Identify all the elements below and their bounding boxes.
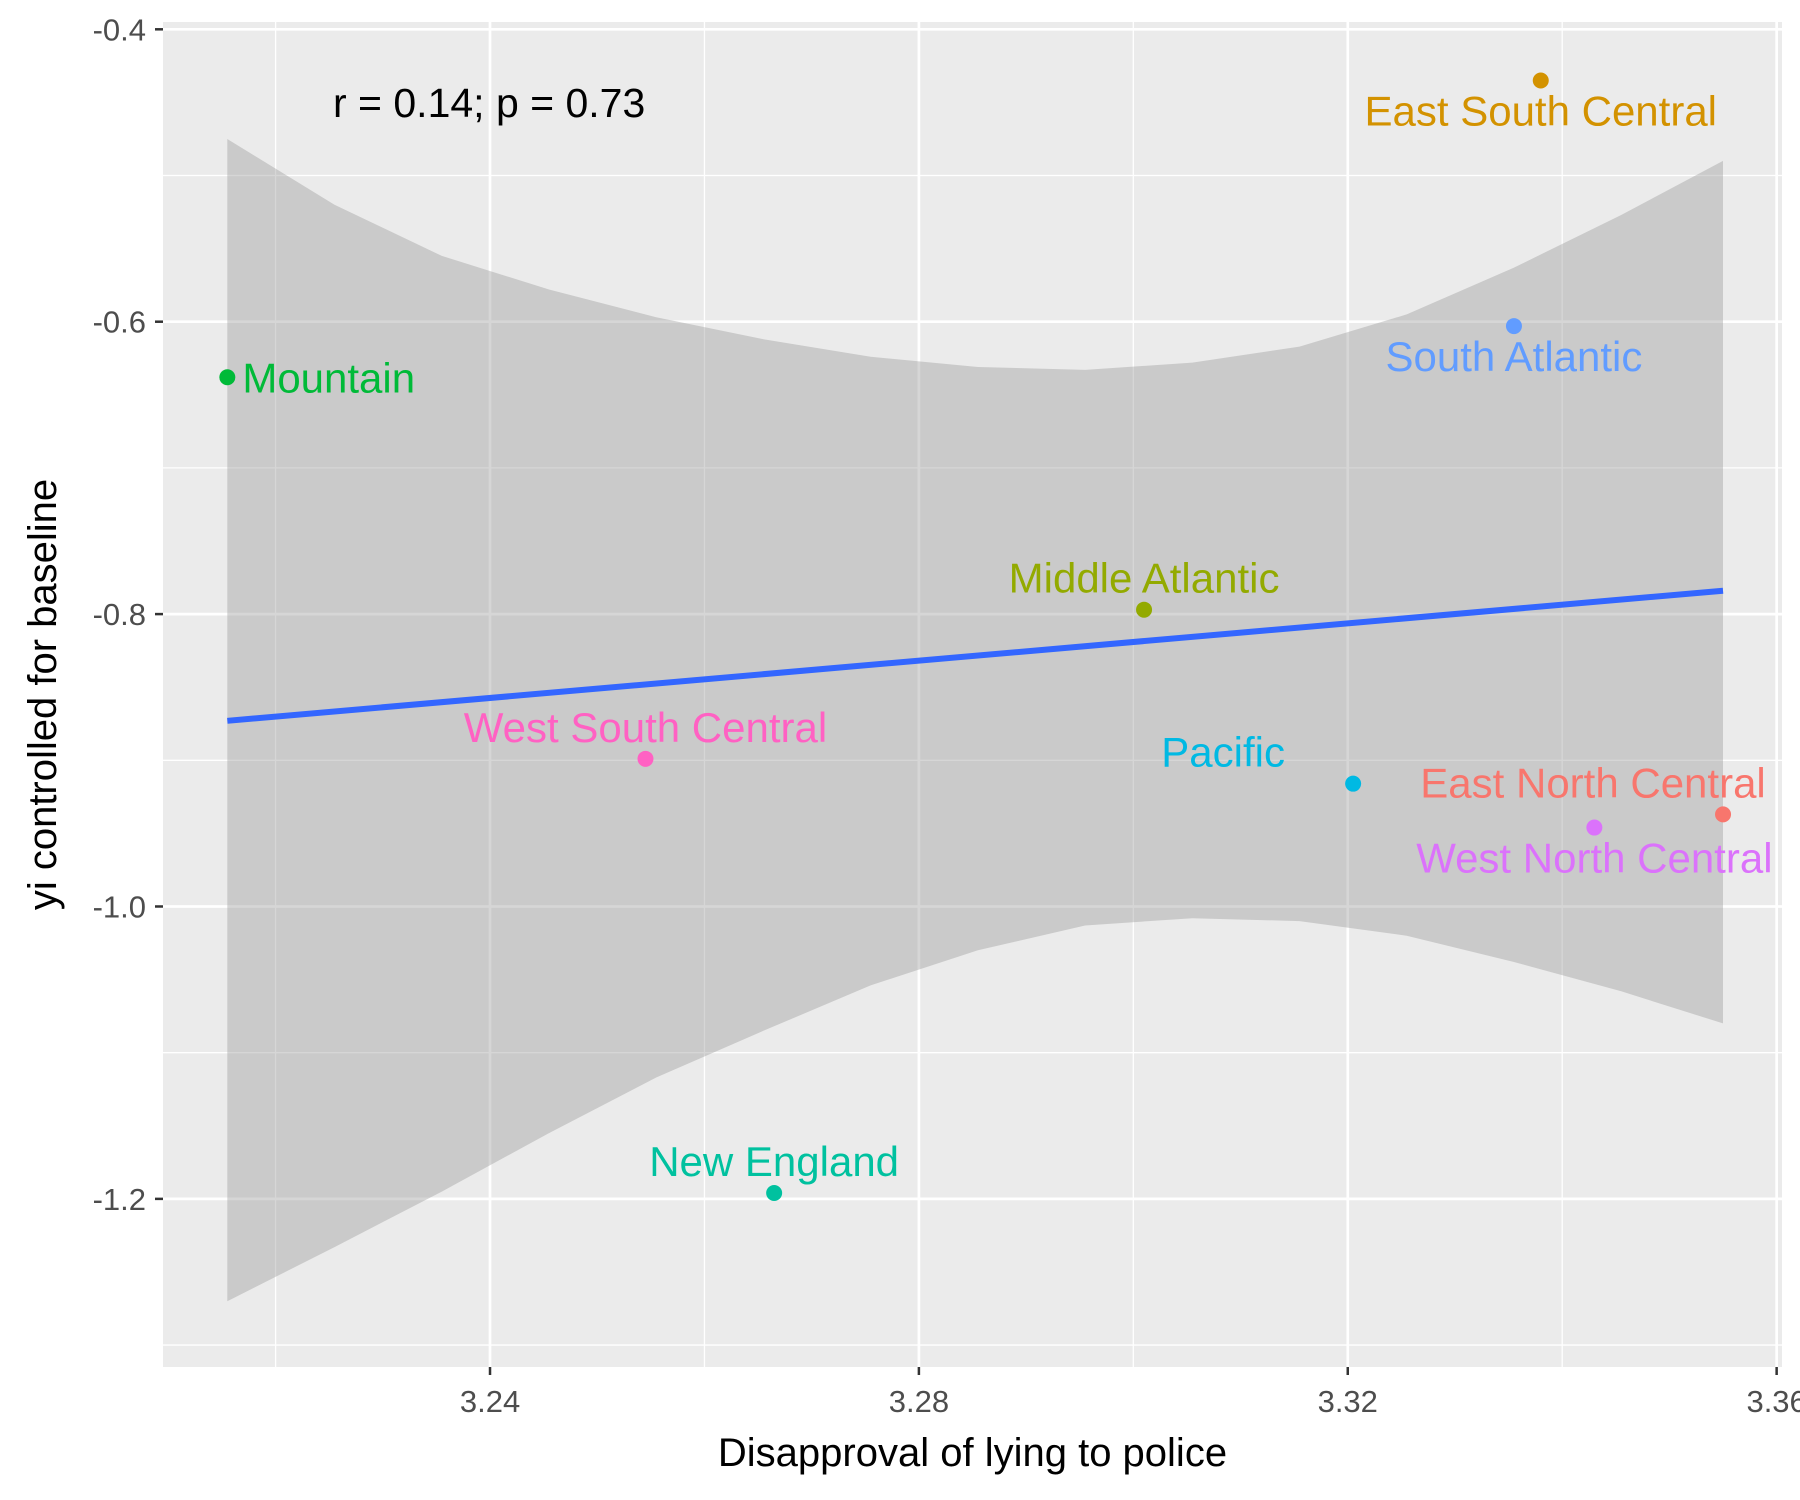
point-label: East North Central — [1420, 759, 1765, 806]
x-axis: 3.24 3.28 3.32 3.36 — [460, 1367, 1800, 1419]
major-gridlines — [163, 22, 1782, 1367]
data-points — [219, 72, 1732, 1202]
x-tick-label: 3.28 — [889, 1384, 949, 1419]
correlation-annotation: r = 0.14; p = 0.73 — [333, 80, 645, 126]
point-label: Middle Atlantic — [1009, 555, 1280, 602]
y-tick-label: -0.6 — [93, 305, 146, 340]
point-label: East South Central — [1364, 87, 1717, 134]
y-tick-label: -1.2 — [93, 1182, 146, 1217]
x-tick-label: 3.32 — [1318, 1384, 1378, 1419]
x-tick-label: 3.36 — [1746, 1384, 1800, 1419]
confidence-band — [227, 139, 1723, 1302]
data-point — [766, 1185, 783, 1202]
y-axis-title: yi controlled for baseline — [21, 479, 65, 910]
data-point — [1532, 72, 1549, 89]
y-tick-label: -0.4 — [93, 12, 146, 47]
point-label: West North Central — [1416, 835, 1772, 882]
y-tick-label: -0.8 — [93, 597, 146, 632]
data-point — [1345, 775, 1362, 792]
point-label: South Atlantic — [1386, 333, 1643, 380]
point-label: New England — [649, 1138, 899, 1185]
point-label: West South Central — [464, 704, 827, 751]
regression-line — [227, 587, 1724, 724]
data-point — [1715, 806, 1732, 823]
y-tick-label: -1.0 — [93, 889, 146, 924]
point-label: Mountain — [242, 354, 415, 401]
panel-background — [163, 22, 1782, 1367]
x-axis-title: Disapproval of lying to police — [718, 1431, 1227, 1475]
point-labels: East North Central East South Central Midd… — [242, 87, 1772, 1185]
data-point — [219, 369, 236, 386]
x-tick-label: 3.24 — [460, 1384, 520, 1419]
y-axis: -1.2 -1.0 -0.8 -0.6 -0.4 — [93, 12, 163, 1217]
minor-gridlines — [163, 22, 1782, 1367]
data-point — [1136, 601, 1153, 618]
point-label: Pacific — [1161, 729, 1285, 776]
data-point — [1505, 318, 1522, 335]
data-point — [1586, 819, 1603, 836]
data-point — [637, 750, 654, 767]
